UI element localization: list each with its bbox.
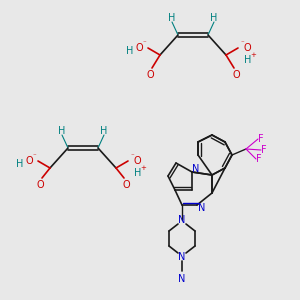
Text: O: O — [146, 70, 154, 80]
Text: O: O — [243, 43, 251, 53]
Text: F: F — [258, 134, 264, 144]
Text: F: F — [256, 154, 262, 164]
Text: O: O — [135, 43, 143, 53]
Text: N: N — [192, 164, 200, 174]
Text: H: H — [16, 159, 24, 169]
Text: O: O — [25, 156, 33, 166]
Text: H: H — [210, 13, 218, 23]
Text: H: H — [100, 126, 108, 136]
Text: O: O — [133, 156, 141, 166]
Text: N: N — [178, 252, 186, 262]
Text: H: H — [244, 55, 252, 65]
Text: H: H — [126, 46, 134, 56]
Text: +: + — [140, 165, 146, 171]
Text: O: O — [122, 180, 130, 190]
Text: +: + — [250, 52, 256, 58]
Text: ⁻: ⁻ — [240, 40, 244, 46]
Text: H: H — [58, 126, 66, 136]
Text: N: N — [178, 274, 186, 284]
Text: H: H — [168, 13, 176, 23]
Text: N: N — [178, 215, 186, 225]
Text: ⁻: ⁻ — [130, 153, 134, 159]
Text: O: O — [232, 70, 240, 80]
Text: O: O — [36, 180, 44, 190]
Text: N: N — [198, 203, 206, 213]
Text: ⁻: ⁻ — [142, 40, 146, 46]
Text: H: H — [134, 168, 142, 178]
Text: F: F — [261, 145, 267, 155]
Text: ⁻: ⁻ — [32, 153, 36, 159]
